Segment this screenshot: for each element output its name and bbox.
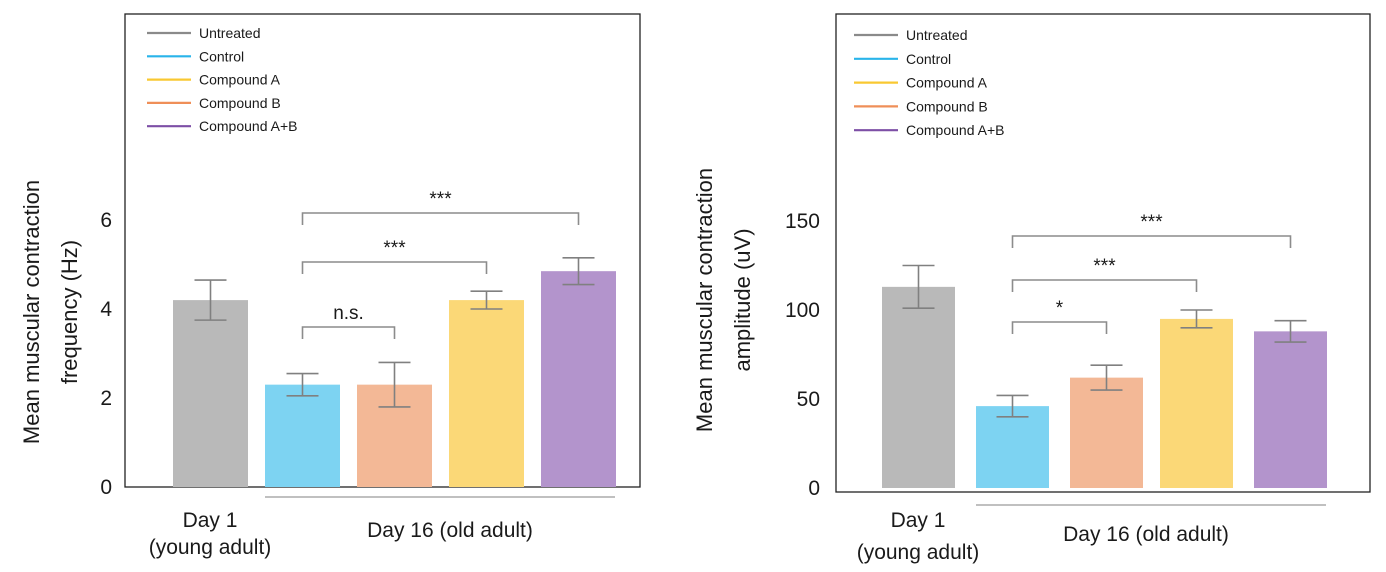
y-tick-label: 50	[797, 388, 820, 411]
y-tick-label: 6	[100, 209, 112, 232]
significance-bracket	[301, 326, 396, 339]
legend-label: Compound A+B	[199, 118, 297, 134]
legend-label: Compound A+B	[906, 122, 1004, 138]
group-label-day16: Day 16 (old adult)	[367, 519, 533, 542]
bar-compound-a	[449, 300, 524, 487]
legend-label: Control	[906, 51, 951, 67]
y-tick-label: 0	[100, 476, 112, 499]
bar-untreated	[882, 286, 955, 488]
plot-frame	[835, 13, 1371, 493]
bar-compound-b	[1070, 377, 1143, 488]
y-tick-label: 0	[808, 477, 820, 500]
y-axis-label: amplitude (uV)	[730, 228, 755, 371]
significance-bracket	[1011, 321, 1108, 334]
chart-panel-1: 0 2 4 6 Mean muscular contraction frequency (…	[19, 13, 641, 559]
bar-compound-ab	[541, 271, 616, 487]
significance-bracket	[1011, 279, 1198, 292]
legend-label: Compound A	[906, 75, 988, 91]
y-axis-label: Mean muscular contraction	[19, 180, 44, 444]
bar-compound-ab	[1254, 331, 1327, 488]
bar-untreated	[173, 300, 248, 487]
legend-label: Compound B	[906, 98, 988, 114]
significance-label: ***	[383, 238, 406, 259]
group-label-day1-sub: (young adult)	[857, 541, 980, 564]
chart-panel-2: 0 50 100 150 Mean muscular contraction amplit…	[692, 13, 1371, 564]
y-axis-label: Mean muscular contraction	[692, 168, 717, 432]
bar-compound-a	[1160, 318, 1233, 488]
significance-label: n.s.	[333, 303, 364, 324]
group-label-day1: Day 1	[891, 509, 946, 532]
y-tick-label: 4	[100, 298, 112, 321]
bar-control	[265, 384, 340, 487]
legend-label: Untreated	[199, 25, 260, 41]
significance-label: ***	[429, 189, 452, 210]
y-tick-label: 100	[785, 299, 820, 322]
group-label-day16: Day 16 (old adult)	[1063, 523, 1229, 546]
significance-label: *	[1056, 298, 1064, 319]
bar-control	[976, 406, 1049, 488]
group-label-day1: Day 1	[183, 509, 238, 532]
significance-bracket	[1011, 235, 1292, 248]
significance-bracket	[301, 212, 580, 225]
y-axis-label: frequency (Hz)	[57, 240, 82, 384]
legend-label: Control	[199, 48, 244, 64]
significance-bracket	[301, 261, 488, 274]
legend-label: Untreated	[906, 27, 967, 43]
legend-label: Compound A	[199, 72, 281, 88]
legend-label: Compound B	[199, 95, 281, 111]
significance-label: ***	[1140, 212, 1163, 233]
group-label-day1-sub: (young adult)	[149, 536, 272, 559]
y-tick-label: 2	[100, 387, 112, 410]
y-tick-label: 150	[785, 210, 820, 233]
significance-label: ***	[1093, 256, 1116, 277]
